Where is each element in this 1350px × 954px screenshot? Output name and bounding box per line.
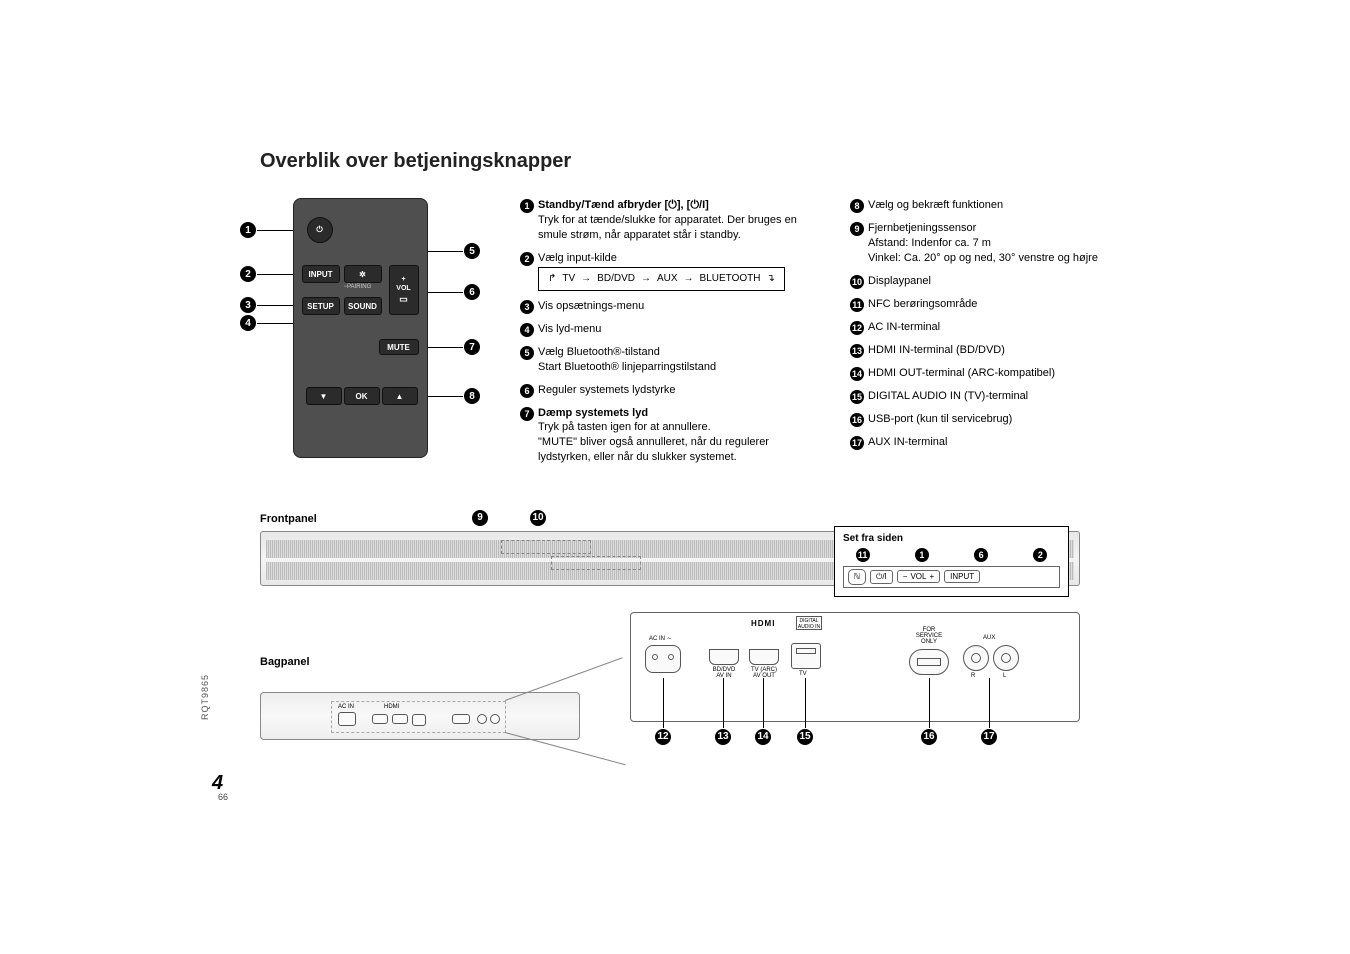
side-view: Set fra siden 11 1 6 2 ℕ ⏻/I −VOL+ INPUT <box>834 526 1069 597</box>
input-flow: ↱TV→BD/DVD→AUX→BLUETOOTH↴ <box>538 267 785 291</box>
mute-button: MUTE <box>379 339 419 355</box>
callout-12: 12 <box>655 729 671 745</box>
sound-button: SOUND <box>344 297 382 315</box>
callout-4: 4 <box>240 315 256 331</box>
callout-16: 16 <box>921 729 937 745</box>
back-panel-zoom: HDMI DIGITAL AUDIO IN AC IN ∼ BD/DVD AV … <box>630 612 1080 722</box>
page-title: Overblik over betjeningsknapper <box>260 150 1350 173</box>
side-title: Set fra siden <box>843 533 1060 544</box>
callout-1: 1 <box>240 222 256 238</box>
remote-wrapper: 1 2 3 4 5 6 7 8 ⏻ INPUT ✲ −PAIRING SETUP <box>260 198 460 473</box>
down-button: ▼ <box>306 387 342 405</box>
side-controls: ℕ ⏻/I −VOL+ INPUT <box>843 566 1060 588</box>
callout-5: 5 <box>464 243 480 259</box>
back-panel-area: AC IN HDMI HDMI DIGITAL AUDIO IN AC IN ∼ <box>260 672 1350 772</box>
callout-8: 8 <box>464 388 480 404</box>
back-panel-thumb: AC IN HDMI <box>260 692 580 740</box>
top-section: 1 2 3 4 5 6 7 8 ⏻ INPUT ✲ −PAIRING SETUP <box>260 198 1350 473</box>
ok-button: OK <box>344 387 380 405</box>
remote-body: ⏻ INPUT ✲ −PAIRING SETUP SOUND + VOL ▭ M… <box>293 198 428 458</box>
callout-3: 3 <box>240 297 256 313</box>
callout-14: 14 <box>755 729 771 745</box>
up-button: ▲ <box>382 387 418 405</box>
vol-rocker: + VOL ▭ <box>389 265 419 315</box>
bt-button: ✲ <box>344 265 382 283</box>
setup-button: SETUP <box>302 297 340 315</box>
front-label: Frontpanel <box>260 513 1350 525</box>
desc-col-2: 8Vælg og bekræft funktionen 9Fjernbetjen… <box>850 198 1140 473</box>
front-panel: Set fra siden 11 1 6 2 ℕ ⏻/I −VOL+ INPUT <box>260 531 1080 586</box>
callout-15: 15 <box>797 729 813 745</box>
side-doc-code: RQT9865 <box>200 674 210 720</box>
callout-6: 6 <box>464 284 480 300</box>
panels: Frontpanel 9 10 Set fra siden 11 1 6 2 <box>0 513 1350 772</box>
callout-10: 10 <box>530 510 546 526</box>
callout-17: 17 <box>981 729 997 745</box>
callout-2: 2 <box>240 266 256 282</box>
page-number: 66 <box>218 792 228 802</box>
bt-pairing-label: −PAIRING <box>344 284 372 290</box>
power-button: ⏻ <box>307 217 333 243</box>
callout-13: 13 <box>715 729 731 745</box>
callout-7: 7 <box>464 339 480 355</box>
input-button: INPUT <box>302 265 340 283</box>
desc-col-1: 1Standby/Tænd afbryder [⏻], [⏻/I]Tryk fo… <box>520 198 820 473</box>
callout-9: 9 <box>472 510 488 526</box>
